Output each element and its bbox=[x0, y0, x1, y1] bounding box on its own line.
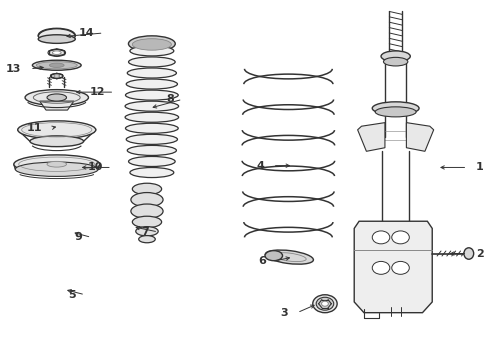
Text: 4: 4 bbox=[256, 161, 264, 171]
Ellipse shape bbox=[265, 250, 313, 264]
Ellipse shape bbox=[128, 36, 175, 51]
Ellipse shape bbox=[380, 51, 409, 62]
Ellipse shape bbox=[131, 193, 163, 207]
Ellipse shape bbox=[374, 107, 415, 117]
Ellipse shape bbox=[130, 46, 173, 56]
Ellipse shape bbox=[14, 155, 100, 174]
Ellipse shape bbox=[371, 102, 418, 115]
Ellipse shape bbox=[136, 226, 158, 236]
Ellipse shape bbox=[125, 112, 178, 122]
Ellipse shape bbox=[49, 63, 64, 67]
Text: 2: 2 bbox=[475, 248, 483, 258]
Ellipse shape bbox=[30, 136, 83, 147]
Ellipse shape bbox=[371, 231, 389, 244]
Ellipse shape bbox=[312, 295, 336, 313]
Ellipse shape bbox=[52, 51, 61, 54]
Polygon shape bbox=[40, 101, 74, 110]
Ellipse shape bbox=[47, 94, 66, 101]
Ellipse shape bbox=[36, 62, 77, 69]
Ellipse shape bbox=[48, 49, 65, 56]
Text: 12: 12 bbox=[90, 87, 105, 97]
Ellipse shape bbox=[25, 90, 88, 105]
Ellipse shape bbox=[139, 235, 155, 243]
Ellipse shape bbox=[391, 231, 408, 244]
Text: 9: 9 bbox=[75, 232, 82, 242]
Ellipse shape bbox=[264, 251, 282, 261]
Ellipse shape bbox=[132, 39, 171, 50]
Text: 11: 11 bbox=[26, 123, 42, 133]
Ellipse shape bbox=[54, 75, 60, 77]
Text: 7: 7 bbox=[142, 227, 149, 237]
Ellipse shape bbox=[125, 101, 178, 111]
Text: 5: 5 bbox=[68, 290, 76, 300]
Polygon shape bbox=[353, 221, 431, 313]
Ellipse shape bbox=[132, 216, 161, 228]
Ellipse shape bbox=[125, 90, 178, 100]
Text: 6: 6 bbox=[258, 256, 266, 266]
Text: 14: 14 bbox=[79, 28, 95, 38]
Ellipse shape bbox=[18, 121, 96, 139]
Ellipse shape bbox=[38, 28, 75, 42]
Ellipse shape bbox=[127, 68, 176, 78]
Ellipse shape bbox=[128, 157, 175, 166]
Ellipse shape bbox=[126, 134, 177, 144]
Ellipse shape bbox=[132, 183, 161, 195]
Polygon shape bbox=[406, 123, 433, 151]
Text: 13: 13 bbox=[6, 64, 21, 74]
Text: 8: 8 bbox=[166, 94, 173, 104]
Ellipse shape bbox=[50, 73, 63, 78]
Ellipse shape bbox=[131, 204, 163, 219]
Text: 10: 10 bbox=[87, 162, 103, 172]
Ellipse shape bbox=[316, 297, 333, 310]
Ellipse shape bbox=[126, 79, 177, 89]
Ellipse shape bbox=[38, 35, 75, 43]
Ellipse shape bbox=[125, 123, 178, 133]
Ellipse shape bbox=[127, 145, 176, 156]
Ellipse shape bbox=[391, 261, 408, 274]
Text: 3: 3 bbox=[280, 308, 288, 318]
Ellipse shape bbox=[463, 248, 473, 259]
Ellipse shape bbox=[32, 60, 81, 70]
Ellipse shape bbox=[130, 167, 173, 177]
Text: 1: 1 bbox=[475, 162, 483, 172]
Ellipse shape bbox=[128, 57, 175, 67]
Ellipse shape bbox=[383, 57, 407, 66]
Ellipse shape bbox=[371, 261, 389, 274]
Ellipse shape bbox=[47, 161, 66, 167]
Ellipse shape bbox=[321, 301, 328, 306]
Ellipse shape bbox=[15, 162, 98, 176]
Polygon shape bbox=[357, 123, 384, 151]
